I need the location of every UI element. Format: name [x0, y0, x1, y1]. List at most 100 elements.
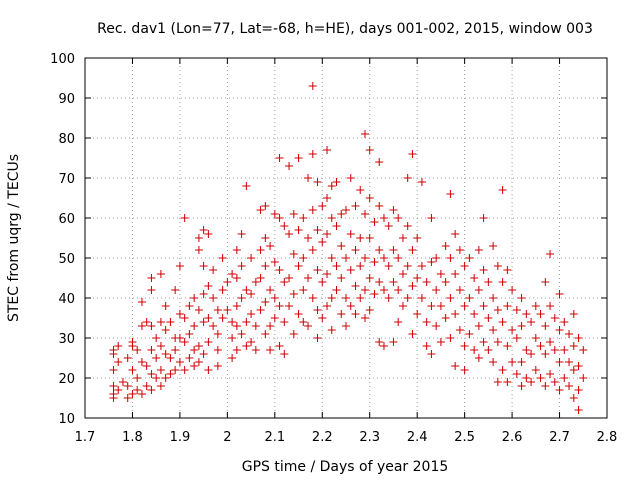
- data-point: [337, 210, 346, 218]
- data-point: [432, 322, 441, 330]
- y-tick-label: 50: [58, 252, 75, 267]
- data-point: [375, 158, 384, 166]
- data-point: [493, 378, 502, 386]
- data-point: [308, 206, 317, 214]
- data-point: [294, 226, 303, 234]
- data-point: [346, 174, 355, 182]
- data-point: [156, 270, 165, 278]
- data-point: [403, 294, 412, 302]
- data-point: [389, 246, 398, 254]
- data-point: [251, 278, 260, 286]
- data-point: [247, 310, 256, 318]
- data-point: [460, 342, 469, 350]
- data-point: [460, 366, 469, 374]
- data-point: [417, 178, 426, 186]
- data-point: [299, 318, 308, 326]
- data-point: [536, 342, 545, 350]
- data-point: [275, 214, 284, 222]
- y-tick-label: 100: [50, 52, 75, 67]
- data-point: [436, 338, 445, 346]
- data-point: [185, 330, 194, 338]
- data-point: [232, 346, 241, 354]
- data-point: [289, 210, 298, 218]
- data-point: [417, 262, 426, 270]
- data-point: [270, 210, 279, 218]
- data-point: [147, 322, 156, 330]
- data-point: [123, 382, 132, 390]
- data-point: [508, 286, 517, 294]
- data-point: [318, 202, 327, 210]
- data-point: [479, 338, 488, 346]
- data-point: [313, 266, 322, 274]
- data-point: [166, 354, 175, 362]
- data-point: [337, 310, 346, 318]
- y-tick-label: 40: [58, 292, 75, 307]
- data-point: [503, 302, 512, 310]
- data-point: [199, 226, 208, 234]
- data-point: [171, 346, 180, 354]
- data-point: [242, 182, 251, 190]
- data-point: [498, 318, 507, 326]
- data-point: [209, 322, 218, 330]
- data-point: [152, 354, 161, 362]
- data-point: [294, 154, 303, 162]
- data-point: [190, 322, 199, 330]
- data-point: [489, 326, 498, 334]
- y-tick-label: 20: [58, 372, 75, 387]
- data-point: [204, 282, 213, 290]
- data-point: [550, 378, 559, 386]
- data-point: [242, 286, 251, 294]
- data-point: [484, 346, 493, 354]
- data-point: [375, 278, 384, 286]
- data-point: [422, 318, 431, 326]
- data-point: [574, 406, 583, 414]
- y-tick-label: 70: [58, 172, 75, 187]
- data-point: [327, 182, 336, 190]
- data-point: [465, 330, 474, 338]
- data-point: [199, 290, 208, 298]
- data-point: [194, 246, 203, 254]
- data-point: [242, 318, 251, 326]
- data-point: [332, 178, 341, 186]
- data-point: [185, 302, 194, 310]
- data-point: [289, 290, 298, 298]
- data-point: [394, 214, 403, 222]
- data-point: [493, 306, 502, 314]
- data-point: [579, 374, 588, 382]
- data-point: [356, 186, 365, 194]
- data-point: [147, 274, 156, 282]
- data-point: [237, 230, 246, 238]
- data-point: [493, 338, 502, 346]
- data-point: [109, 366, 118, 374]
- data-point: [123, 394, 132, 402]
- data-point: [427, 350, 436, 358]
- data-point: [465, 294, 474, 302]
- data-point: [142, 362, 151, 370]
- data-point: [470, 310, 479, 318]
- data-point: [337, 242, 346, 250]
- data-point: [289, 250, 298, 258]
- data-point: [574, 334, 583, 342]
- data-point: [161, 326, 170, 334]
- data-point: [137, 322, 146, 330]
- data-point: [133, 386, 142, 394]
- data-point: [313, 306, 322, 314]
- data-point: [455, 326, 464, 334]
- data-point: [451, 310, 460, 318]
- data-point: [261, 234, 270, 242]
- data-point: [527, 378, 536, 386]
- x-tick-label: 2.2: [312, 430, 333, 445]
- data-point: [527, 350, 536, 358]
- data-point: [508, 326, 517, 334]
- data-point: [389, 338, 398, 346]
- data-point: [194, 306, 203, 314]
- x-tick-label: 1.8: [122, 430, 143, 445]
- data-point: [484, 314, 493, 322]
- data-point: [342, 254, 350, 262]
- data-point: [403, 222, 412, 230]
- data-point: [484, 278, 493, 286]
- data-point: [522, 374, 531, 382]
- data-point: [451, 270, 460, 278]
- data-point: [474, 246, 483, 254]
- data-point: [360, 254, 369, 262]
